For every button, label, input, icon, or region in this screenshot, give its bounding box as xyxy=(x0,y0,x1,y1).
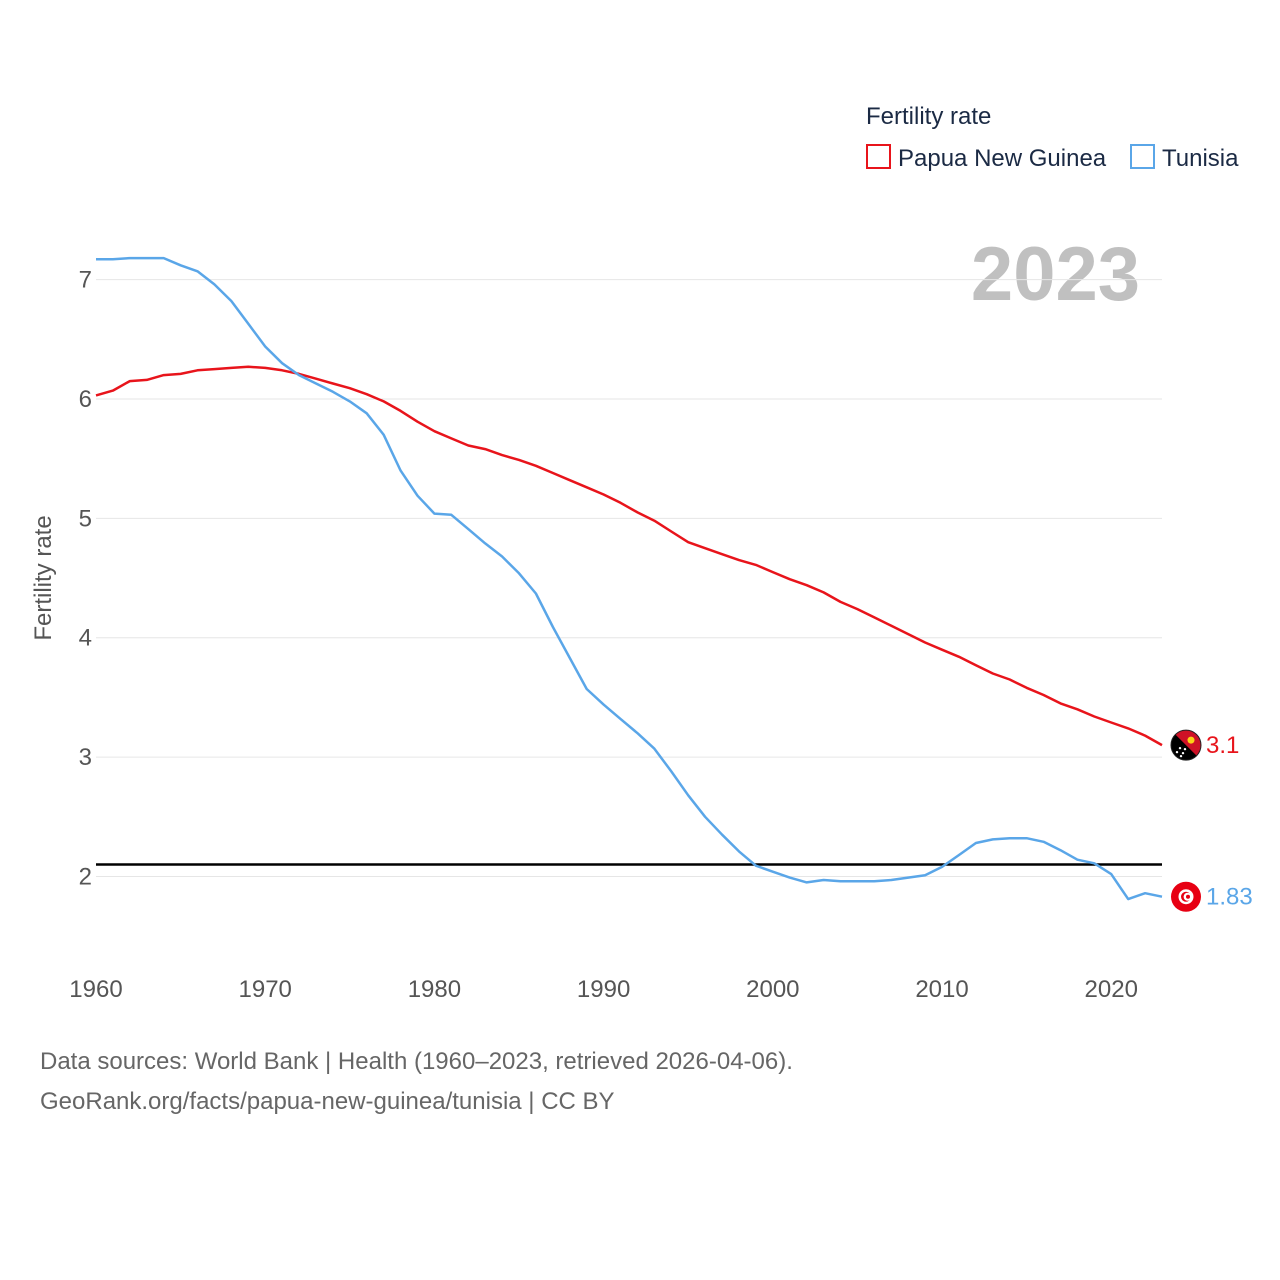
chart: Fertility rate Papua New Guinea Tunisia … xyxy=(30,103,1253,1003)
legend-label-tunisia[interactable]: Tunisia xyxy=(1162,145,1239,172)
papua-new-guinea-flag-icon xyxy=(1171,730,1201,761)
legend-swatch-papua-new-guinea[interactable] xyxy=(866,144,891,169)
tunisia-flag-icon xyxy=(1171,881,1201,912)
end-label-tunisia: 1.83 xyxy=(1206,884,1253,911)
y-tick-label: 6 xyxy=(79,386,92,413)
y-axis-ticks: 2 3 4 5 6 7 xyxy=(79,267,92,891)
attribution-text[interactable]: GeoRank.org/facts/papua-new-guinea/tunis… xyxy=(40,1088,615,1115)
y-tick-label: 3 xyxy=(79,744,92,771)
x-tick-label: 2000 xyxy=(746,976,799,1003)
x-tick-label: 1960 xyxy=(69,976,122,1003)
series-line-papua-new-guinea[interactable] xyxy=(95,365,1163,747)
end-label-papua-new-guinea: 3.1 xyxy=(1206,732,1239,759)
x-tick-label: 2020 xyxy=(1085,976,1138,1003)
legend-title: Fertility rate xyxy=(866,103,991,130)
x-tick-label: 1970 xyxy=(239,976,292,1003)
y-tick-label: 7 xyxy=(79,267,92,294)
x-tick-label: 1990 xyxy=(577,976,630,1003)
gridlines xyxy=(96,279,1162,877)
data-sources-text: Data sources: World Bank | Health (1960–… xyxy=(40,1048,793,1075)
y-axis-title: Fertility rate xyxy=(30,515,57,640)
end-markers: 3.1 1.83 xyxy=(1170,729,1253,912)
legend-label-papua-new-guinea[interactable]: Papua New Guinea xyxy=(898,145,1107,172)
legend: Fertility rate Papua New Guinea Tunisia xyxy=(866,103,1239,172)
series-lines xyxy=(95,256,1163,901)
year-watermark: 2023 xyxy=(971,232,1140,317)
y-tick-label: 4 xyxy=(79,625,92,652)
y-tick-label: 5 xyxy=(79,505,92,532)
y-tick-label: 2 xyxy=(79,863,92,890)
x-tick-label: 2010 xyxy=(915,976,968,1003)
series-line-tunisia[interactable] xyxy=(96,256,1163,901)
x-axis-ticks: 1960 1970 1980 1990 2000 2010 2020 xyxy=(69,976,1138,1003)
footer: Data sources: World Bank | Health (1960–… xyxy=(40,1042,793,1122)
x-tick-label: 1980 xyxy=(408,976,461,1003)
legend-swatch-tunisia[interactable] xyxy=(1130,144,1155,169)
